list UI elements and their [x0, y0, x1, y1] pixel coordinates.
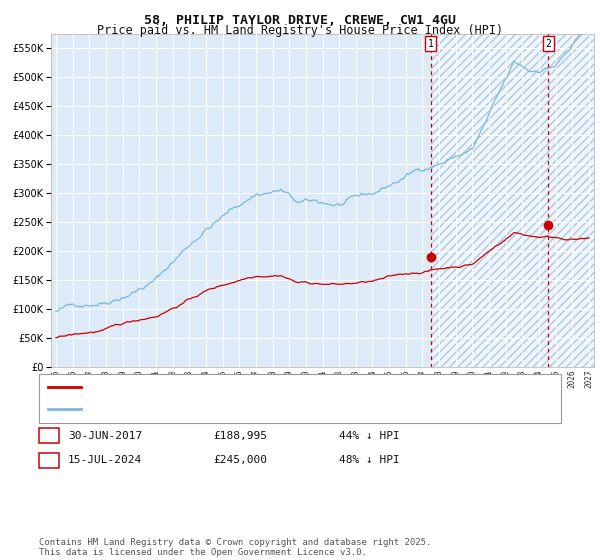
Text: 48% ↓ HPI: 48% ↓ HPI — [339, 455, 400, 465]
Text: 2021: 2021 — [485, 370, 494, 388]
Text: 2017: 2017 — [418, 370, 427, 388]
Text: 2012: 2012 — [335, 370, 344, 388]
Text: 2016: 2016 — [401, 370, 410, 388]
Text: 2013: 2013 — [352, 370, 361, 388]
Text: 2009: 2009 — [284, 370, 293, 388]
Text: 44% ↓ HPI: 44% ↓ HPI — [339, 431, 400, 441]
Text: 1: 1 — [46, 431, 52, 441]
Text: 2014: 2014 — [368, 370, 377, 388]
Text: 2023: 2023 — [518, 370, 527, 388]
Bar — [431, 34, 594, 367]
Text: 2004: 2004 — [202, 370, 211, 388]
Text: £188,995: £188,995 — [213, 431, 267, 441]
Text: 2022: 2022 — [501, 370, 510, 388]
Text: 2018: 2018 — [434, 370, 443, 388]
Text: 2: 2 — [545, 39, 551, 49]
Text: Contains HM Land Registry data © Crown copyright and database right 2025.
This d: Contains HM Land Registry data © Crown c… — [39, 538, 431, 557]
Text: 2019: 2019 — [451, 370, 460, 388]
Text: HPI: Average price, detached house, Cheshire East: HPI: Average price, detached house, Ches… — [86, 404, 374, 414]
Text: 2011: 2011 — [318, 370, 327, 388]
Text: 1995: 1995 — [52, 370, 61, 388]
Text: 30-JUN-2017: 30-JUN-2017 — [68, 431, 142, 441]
Bar — [431, 34, 594, 367]
Text: 58, PHILIP TAYLOR DRIVE, CREWE, CW1 4GU (detached house): 58, PHILIP TAYLOR DRIVE, CREWE, CW1 4GU … — [86, 382, 415, 393]
Text: 1996: 1996 — [68, 370, 77, 388]
Text: 2025: 2025 — [551, 370, 560, 388]
Text: 58, PHILIP TAYLOR DRIVE, CREWE, CW1 4GU: 58, PHILIP TAYLOR DRIVE, CREWE, CW1 4GU — [144, 14, 456, 27]
Text: 2006: 2006 — [235, 370, 244, 388]
Text: 15-JUL-2024: 15-JUL-2024 — [68, 455, 142, 465]
Text: 1998: 1998 — [101, 370, 110, 388]
Text: 1997: 1997 — [85, 370, 94, 388]
Text: 2010: 2010 — [301, 370, 310, 388]
Text: 2015: 2015 — [385, 370, 394, 388]
Text: 1999: 1999 — [118, 370, 127, 388]
Text: 2001: 2001 — [151, 370, 160, 388]
Text: £245,000: £245,000 — [213, 455, 267, 465]
Text: 2020: 2020 — [468, 370, 477, 388]
Text: 1: 1 — [428, 39, 434, 49]
Text: 2026: 2026 — [568, 370, 577, 388]
Text: 2008: 2008 — [268, 370, 277, 388]
Text: 2: 2 — [46, 455, 52, 465]
Text: 2000: 2000 — [135, 370, 144, 388]
Text: 2003: 2003 — [185, 370, 194, 388]
Text: 2027: 2027 — [584, 370, 593, 388]
Text: 2024: 2024 — [535, 370, 544, 388]
Text: 2007: 2007 — [251, 370, 260, 388]
Text: Price paid vs. HM Land Registry's House Price Index (HPI): Price paid vs. HM Land Registry's House … — [97, 24, 503, 37]
Text: 2005: 2005 — [218, 370, 227, 388]
Text: 2002: 2002 — [168, 370, 177, 388]
